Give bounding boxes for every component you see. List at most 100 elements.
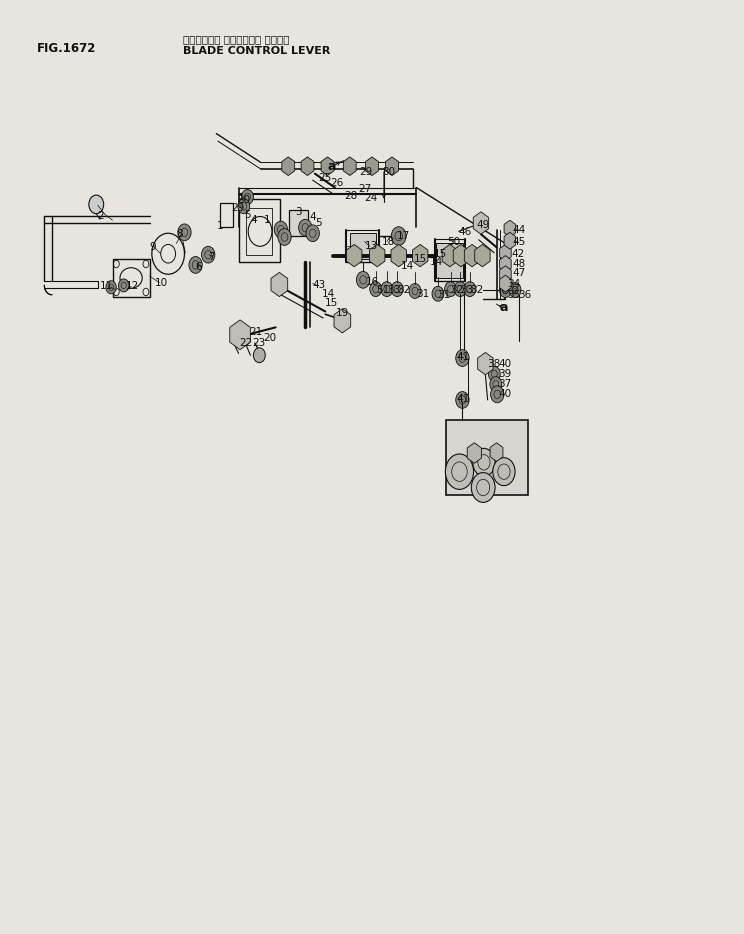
Polygon shape — [464, 245, 480, 267]
Polygon shape — [442, 245, 458, 267]
Text: 32: 32 — [397, 285, 411, 295]
Text: 29: 29 — [359, 167, 373, 177]
Circle shape — [178, 224, 191, 241]
Circle shape — [391, 282, 403, 297]
Text: 15: 15 — [325, 298, 339, 308]
Text: 1: 1 — [217, 220, 224, 231]
Text: 28: 28 — [344, 191, 358, 201]
Text: 4: 4 — [251, 215, 257, 225]
Circle shape — [456, 349, 469, 366]
Polygon shape — [500, 276, 511, 292]
Circle shape — [298, 219, 312, 236]
Text: 9: 9 — [149, 242, 155, 252]
Text: 35: 35 — [507, 290, 521, 300]
Circle shape — [278, 229, 291, 246]
Text: 14: 14 — [401, 261, 414, 271]
Polygon shape — [500, 256, 511, 273]
Text: 41: 41 — [457, 352, 469, 362]
Text: 17: 17 — [397, 231, 410, 241]
Text: 42: 42 — [511, 248, 525, 259]
Text: 21: 21 — [249, 327, 262, 337]
Polygon shape — [504, 220, 516, 237]
Text: 24: 24 — [365, 193, 378, 203]
Text: ブ・レート・ コントロール レバーー: ブ・レート・ コントロール レバーー — [183, 34, 289, 44]
Polygon shape — [282, 157, 295, 176]
Text: 40: 40 — [498, 389, 511, 400]
Text: 6: 6 — [196, 262, 202, 272]
Circle shape — [118, 279, 129, 292]
Text: 19: 19 — [336, 308, 349, 318]
Bar — [220, 203, 234, 227]
Circle shape — [512, 287, 518, 294]
Text: 36: 36 — [518, 290, 531, 300]
Circle shape — [488, 366, 500, 381]
Polygon shape — [391, 245, 406, 267]
Circle shape — [509, 283, 521, 298]
Text: 18: 18 — [382, 236, 395, 247]
Polygon shape — [343, 157, 356, 176]
Text: 12: 12 — [126, 281, 139, 291]
Text: 4: 4 — [309, 212, 315, 222]
Text: 30: 30 — [237, 195, 250, 205]
Bar — [112, 260, 150, 297]
Text: 16: 16 — [365, 276, 379, 287]
Text: 46: 46 — [459, 227, 472, 237]
Text: 38: 38 — [487, 359, 500, 369]
Polygon shape — [475, 245, 490, 267]
Polygon shape — [334, 309, 350, 333]
Circle shape — [391, 227, 406, 246]
Polygon shape — [301, 157, 314, 176]
Circle shape — [370, 282, 382, 297]
Text: 48: 48 — [513, 259, 526, 269]
Circle shape — [445, 282, 457, 297]
Text: 7: 7 — [208, 251, 215, 262]
Text: BLADE CONTROL LEVER: BLADE CONTROL LEVER — [183, 46, 330, 56]
Text: 20: 20 — [263, 333, 276, 344]
Bar — [437, 243, 464, 278]
Circle shape — [446, 454, 473, 489]
Text: 37: 37 — [498, 379, 511, 389]
Text: 45: 45 — [513, 236, 526, 247]
Polygon shape — [370, 245, 385, 267]
Circle shape — [356, 272, 370, 289]
Polygon shape — [365, 157, 379, 176]
Circle shape — [189, 257, 202, 274]
Text: 44: 44 — [513, 224, 526, 234]
Text: 2: 2 — [97, 210, 103, 220]
Text: 50: 50 — [447, 236, 460, 247]
Circle shape — [89, 195, 103, 214]
Circle shape — [274, 221, 287, 238]
Polygon shape — [412, 245, 428, 267]
Circle shape — [432, 287, 444, 302]
Text: 27: 27 — [358, 184, 371, 193]
Text: 32: 32 — [451, 285, 464, 295]
Circle shape — [471, 473, 495, 502]
Circle shape — [106, 281, 116, 294]
Circle shape — [306, 225, 319, 242]
Text: FIG.1672: FIG.1672 — [37, 42, 96, 55]
Text: 8: 8 — [176, 229, 183, 239]
Text: 31: 31 — [416, 289, 429, 299]
Polygon shape — [478, 352, 493, 375]
Text: 14: 14 — [321, 289, 335, 299]
Text: 23: 23 — [252, 338, 265, 348]
Circle shape — [238, 199, 250, 214]
Text: 22: 22 — [240, 338, 252, 348]
Circle shape — [490, 376, 501, 391]
Polygon shape — [453, 245, 469, 267]
Polygon shape — [500, 245, 511, 262]
Polygon shape — [467, 443, 481, 463]
Text: 34: 34 — [507, 278, 521, 289]
Circle shape — [499, 283, 511, 298]
Text: 14: 14 — [430, 257, 443, 267]
Text: 47: 47 — [513, 268, 526, 278]
Polygon shape — [490, 443, 503, 461]
Text: 51: 51 — [376, 285, 390, 295]
Circle shape — [493, 458, 515, 486]
Polygon shape — [321, 157, 334, 176]
Text: 43: 43 — [312, 280, 325, 290]
Text: 49: 49 — [476, 219, 490, 230]
Circle shape — [472, 448, 495, 476]
Text: 1: 1 — [264, 215, 270, 225]
Circle shape — [381, 282, 393, 297]
